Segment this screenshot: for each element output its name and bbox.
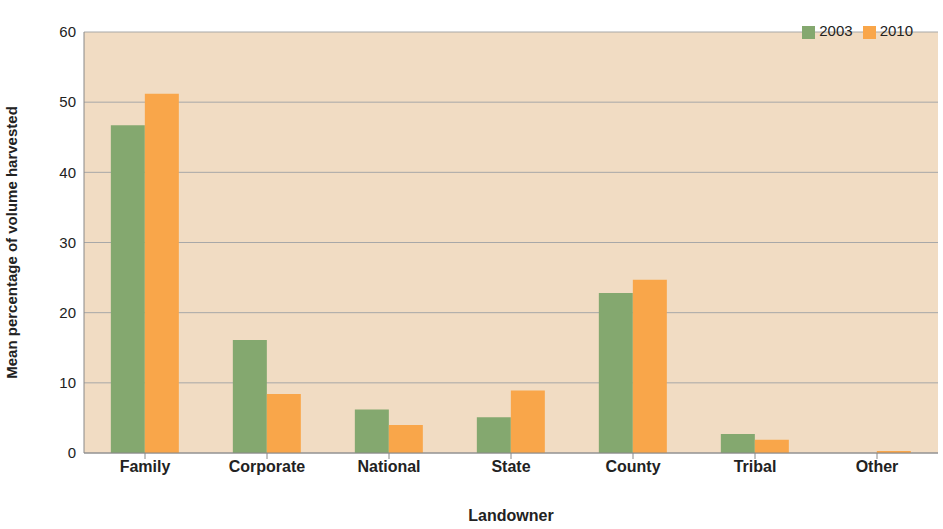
svg-text:40: 40 bbox=[59, 164, 76, 181]
svg-text:Mean percentage of volume harv: Mean percentage of volume harvested bbox=[3, 106, 20, 379]
svg-text:Family: Family bbox=[120, 458, 171, 475]
svg-text:State: State bbox=[491, 458, 530, 475]
svg-text:Other: Other bbox=[856, 458, 899, 475]
svg-text:Landowner: Landowner bbox=[468, 507, 553, 524]
svg-text:Tribal: Tribal bbox=[734, 458, 777, 475]
html-text:2003: 2003 bbox=[819, 22, 853, 39]
svg-text:60: 60 bbox=[59, 23, 76, 40]
svg-text:30: 30 bbox=[59, 234, 76, 251]
svg-text:50: 50 bbox=[59, 93, 76, 110]
html-text:2010: 2010 bbox=[879, 22, 913, 39]
svg-text:0: 0 bbox=[68, 444, 76, 461]
svg-text:20: 20 bbox=[59, 304, 76, 321]
svg-text:10: 10 bbox=[59, 374, 76, 391]
svg-text:Corporate: Corporate bbox=[229, 458, 306, 475]
svg-text:National: National bbox=[357, 458, 420, 475]
svg-text:County: County bbox=[605, 458, 660, 475]
